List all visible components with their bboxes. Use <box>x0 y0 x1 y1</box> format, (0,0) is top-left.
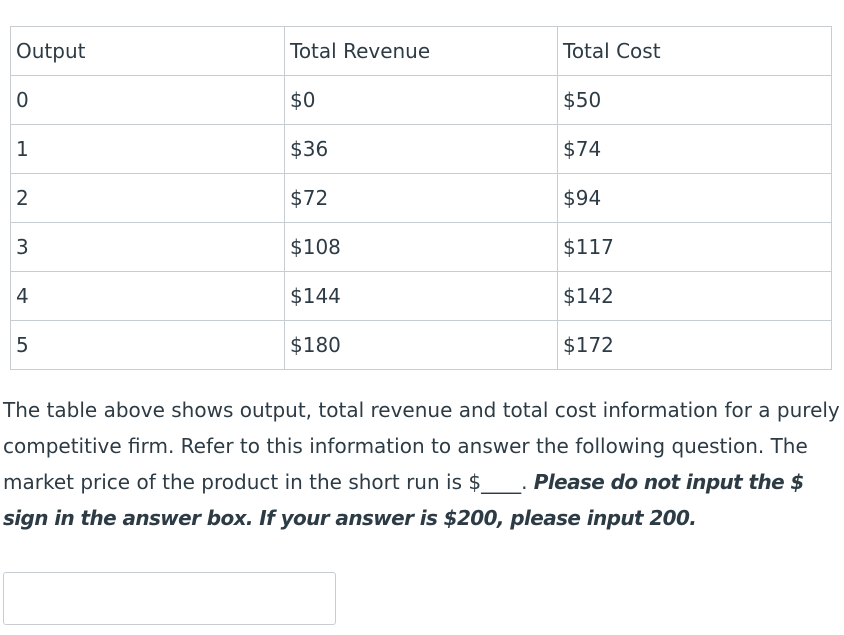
table-cell-output: 2 <box>10 173 285 223</box>
revenue-cost-table: Output Total Revenue Total Cost 0 $0 $50… <box>10 26 832 370</box>
question-prompt: The table above shows output, total reve… <box>3 398 840 494</box>
table-cell-total-revenue: $72 <box>284 173 558 223</box>
table-cell-total-revenue: $108 <box>284 222 558 272</box>
table-cell-total-cost: $74 <box>557 124 832 174</box>
table-cell-total-revenue: $180 <box>284 320 558 370</box>
table-cell-output: 0 <box>10 75 285 125</box>
table-cell-total-revenue: $36 <box>284 124 558 174</box>
column-header-total-cost: Total Cost <box>557 26 832 76</box>
table-cell-output: 4 <box>10 271 285 321</box>
table-cell-output: 5 <box>10 320 285 370</box>
table-row: 4 $144 $142 <box>10 271 832 321</box>
table-row: 3 $108 $117 <box>10 222 832 272</box>
table-row: 5 $180 $172 <box>10 320 832 370</box>
table-cell-total-revenue: $144 <box>284 271 558 321</box>
table-cell-output: 1 <box>10 124 285 174</box>
table-cell-output: 3 <box>10 222 285 272</box>
table-row: 2 $72 $94 <box>10 173 832 223</box>
table-row: 1 $36 $74 <box>10 124 832 174</box>
table-cell-total-cost: $117 <box>557 222 832 272</box>
table-row: 0 $0 $50 <box>10 75 832 125</box>
table-header-row: Output Total Revenue Total Cost <box>10 26 832 76</box>
table-cell-total-cost: $94 <box>557 173 832 223</box>
table-cell-total-cost: $172 <box>557 320 832 370</box>
table-cell-total-revenue: $0 <box>284 75 558 125</box>
answer-input[interactable] <box>3 572 336 625</box>
answer-format-instruction: Please do not input the $ sign in the an… <box>3 470 804 530</box>
table-cell-total-cost: $142 <box>557 271 832 321</box>
column-header-total-revenue: Total Revenue <box>284 26 558 76</box>
table-cell-total-cost: $50 <box>557 75 832 125</box>
question-text: The table above shows output, total reve… <box>3 392 841 536</box>
column-header-output: Output <box>10 26 285 76</box>
